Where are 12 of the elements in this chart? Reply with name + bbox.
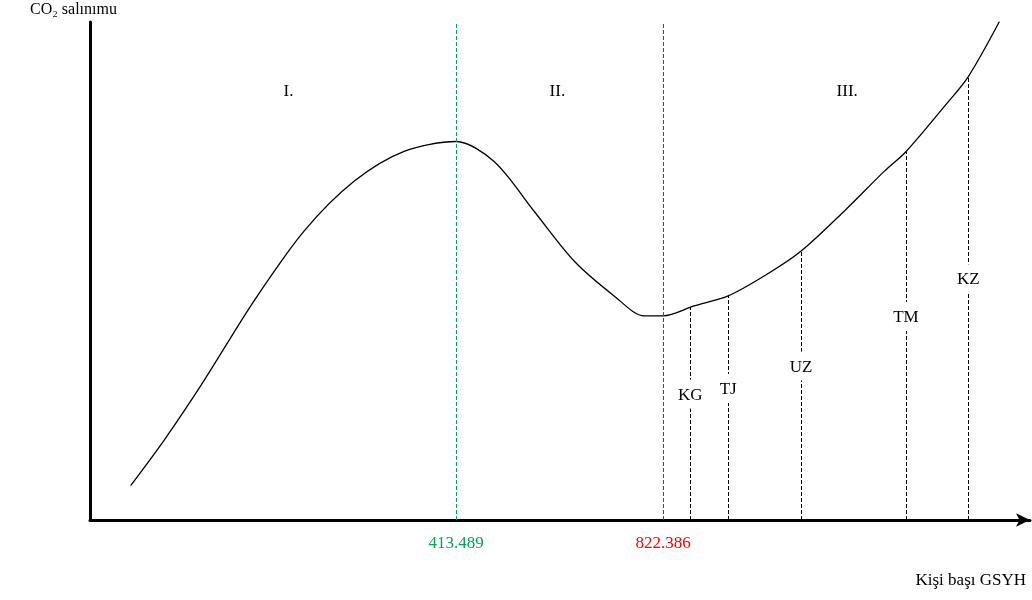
ref-line-label: TJ [719, 378, 738, 398]
annotation: II. [549, 80, 566, 100]
x-tick-label: 413.489 [428, 533, 484, 552]
y-axis-title: CO₂ salınımu [30, 0, 117, 17]
ref-line-label: TM [893, 306, 919, 326]
x-tick-label: 822.386 [635, 533, 691, 552]
ref-line-label: UZ [789, 356, 813, 376]
x-axis-title: Kişi başı GSYH [915, 570, 1027, 589]
annotation: III. [836, 80, 858, 100]
annotation: I. [283, 80, 294, 100]
ref-line-label: KG [677, 384, 703, 404]
ref-line-label: KZ [956, 269, 980, 289]
